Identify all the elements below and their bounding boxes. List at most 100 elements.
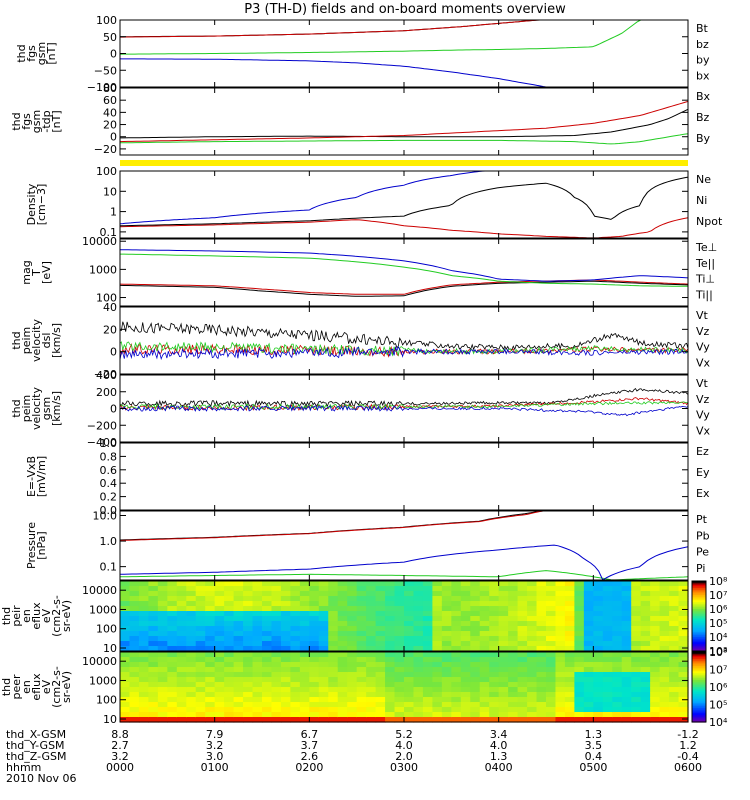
spectrogram-cell: [195, 586, 206, 592]
spectrogram-cell: [432, 611, 443, 617]
spectrogram-cell: [280, 692, 291, 698]
spectrogram-cell: [432, 596, 443, 602]
spectrogram-cell: [593, 626, 604, 632]
spectrogram-cell: [129, 626, 140, 632]
spectrogram-cell: [262, 631, 273, 637]
spectrogram-cell: [631, 707, 642, 713]
spectrogram-cell: [650, 611, 661, 617]
spectrogram-cell: [527, 591, 538, 597]
spectrogram-cell: [309, 601, 320, 607]
spectrogram-cell: [498, 611, 509, 617]
spectrogram-cell: [612, 626, 623, 632]
spectrogram-cell: [498, 712, 509, 718]
colorbar-tick-label: 10⁶: [709, 603, 728, 616]
spectrogram-cell: [555, 657, 566, 663]
spectrogram-cell: [508, 692, 519, 698]
spectrogram-cell: [612, 707, 623, 713]
spectrogram-cell: [574, 621, 585, 627]
spectrogram-cell: [318, 616, 329, 622]
spectrogram-cell: [243, 712, 254, 718]
spectrogram-cell: [148, 657, 159, 663]
spectrogram-cell: [517, 626, 528, 632]
spectrogram-cell: [536, 717, 547, 723]
spectrogram-cell: [205, 707, 216, 713]
spectrogram-cell: [375, 712, 386, 718]
spectrogram-cell: [195, 672, 206, 678]
spectrogram-cell: [148, 586, 159, 592]
spectrogram-cell: [593, 581, 604, 587]
legend-entry: Ti||: [695, 288, 713, 301]
spectrogram-cell: [678, 652, 689, 658]
spectrogram-cell: [186, 646, 197, 652]
spectrogram-cell: [404, 581, 415, 587]
spectrogram-cell: [356, 591, 367, 597]
spectrogram-cell: [157, 611, 168, 617]
spectrogram-cell: [593, 601, 604, 607]
spectrogram-cell: [129, 641, 140, 647]
spectrogram-cell: [205, 672, 216, 678]
spectrogram-cell: [422, 702, 433, 708]
spectrogram-cell: [460, 601, 471, 607]
spectrogram-cell: [602, 677, 613, 683]
spectrogram-cell: [271, 662, 282, 668]
spectrogram-cell: [470, 702, 481, 708]
ephemeris-value: 3.2: [206, 739, 224, 752]
spectrogram-cell: [224, 606, 235, 612]
spectrogram-cell: [337, 601, 348, 607]
spectrogram-cell: [347, 586, 358, 592]
spectrogram-cell: [120, 616, 131, 622]
spectrogram-cell: [669, 657, 680, 663]
spectrogram-cell: [413, 636, 424, 642]
spectrogram-cell: [328, 697, 339, 703]
spectrogram-cell: [176, 596, 187, 602]
spectrogram-cell: [176, 652, 187, 658]
spectrogram-cell: [489, 606, 500, 612]
y-tick-label: −20: [94, 368, 117, 381]
spectrogram-cell: [205, 626, 216, 632]
spectrogram-cell: [347, 682, 358, 688]
spectrogram-cell: [328, 646, 339, 652]
spectrogram-cell: [366, 601, 377, 607]
spectrogram-cell: [167, 621, 178, 627]
spectrogram-cell: [621, 586, 632, 592]
spectrogram-cell: [432, 581, 443, 587]
spectrogram-cell: [536, 707, 547, 713]
spectrogram-cell: [650, 662, 661, 668]
spectrogram-cell: [129, 606, 140, 612]
spectrogram-cell: [205, 596, 216, 602]
spectrogram-cell: [470, 606, 481, 612]
spectrogram-cell: [432, 626, 443, 632]
spectrogram-cell: [612, 646, 623, 652]
spectrogram-cell: [422, 667, 433, 673]
spectrogram-cell: [602, 682, 613, 688]
spectrogram-cell: [669, 601, 680, 607]
spectrogram-cell: [432, 672, 443, 678]
spectrogram-cell: [385, 616, 396, 622]
ephemeris-value: 0100: [201, 761, 229, 774]
spectrogram-cell: [508, 682, 519, 688]
spectrogram-cell: [280, 606, 291, 612]
y-tick-label: 1.0: [100, 437, 118, 450]
spectrogram-cell: [432, 591, 443, 597]
spectrogram-cell: [138, 662, 149, 668]
spectrogram-cell: [224, 652, 235, 658]
spectrogram-cell: [460, 692, 471, 698]
spectrogram-cell: [470, 687, 481, 693]
spectrogram-cell: [290, 717, 301, 723]
y-tick-label: 10000: [82, 235, 117, 248]
spectrogram-cell: [290, 702, 301, 708]
spectrogram-cell: [489, 702, 500, 708]
colorbar-step: [692, 616, 706, 619]
spectrogram-cell: [318, 581, 329, 587]
spectrogram-cell: [546, 591, 557, 597]
spectrogram-cell: [583, 586, 594, 592]
spectrogram-cell: [375, 687, 386, 693]
spectrogram-cell: [536, 646, 547, 652]
spectrogram-cell: [385, 611, 396, 617]
spectrogram-cell: [337, 717, 348, 723]
spectrogram-cell: [129, 611, 140, 617]
spectrogram-cell: [470, 626, 481, 632]
spectrogram-cell: [157, 667, 168, 673]
spectrogram-cell: [404, 692, 415, 698]
